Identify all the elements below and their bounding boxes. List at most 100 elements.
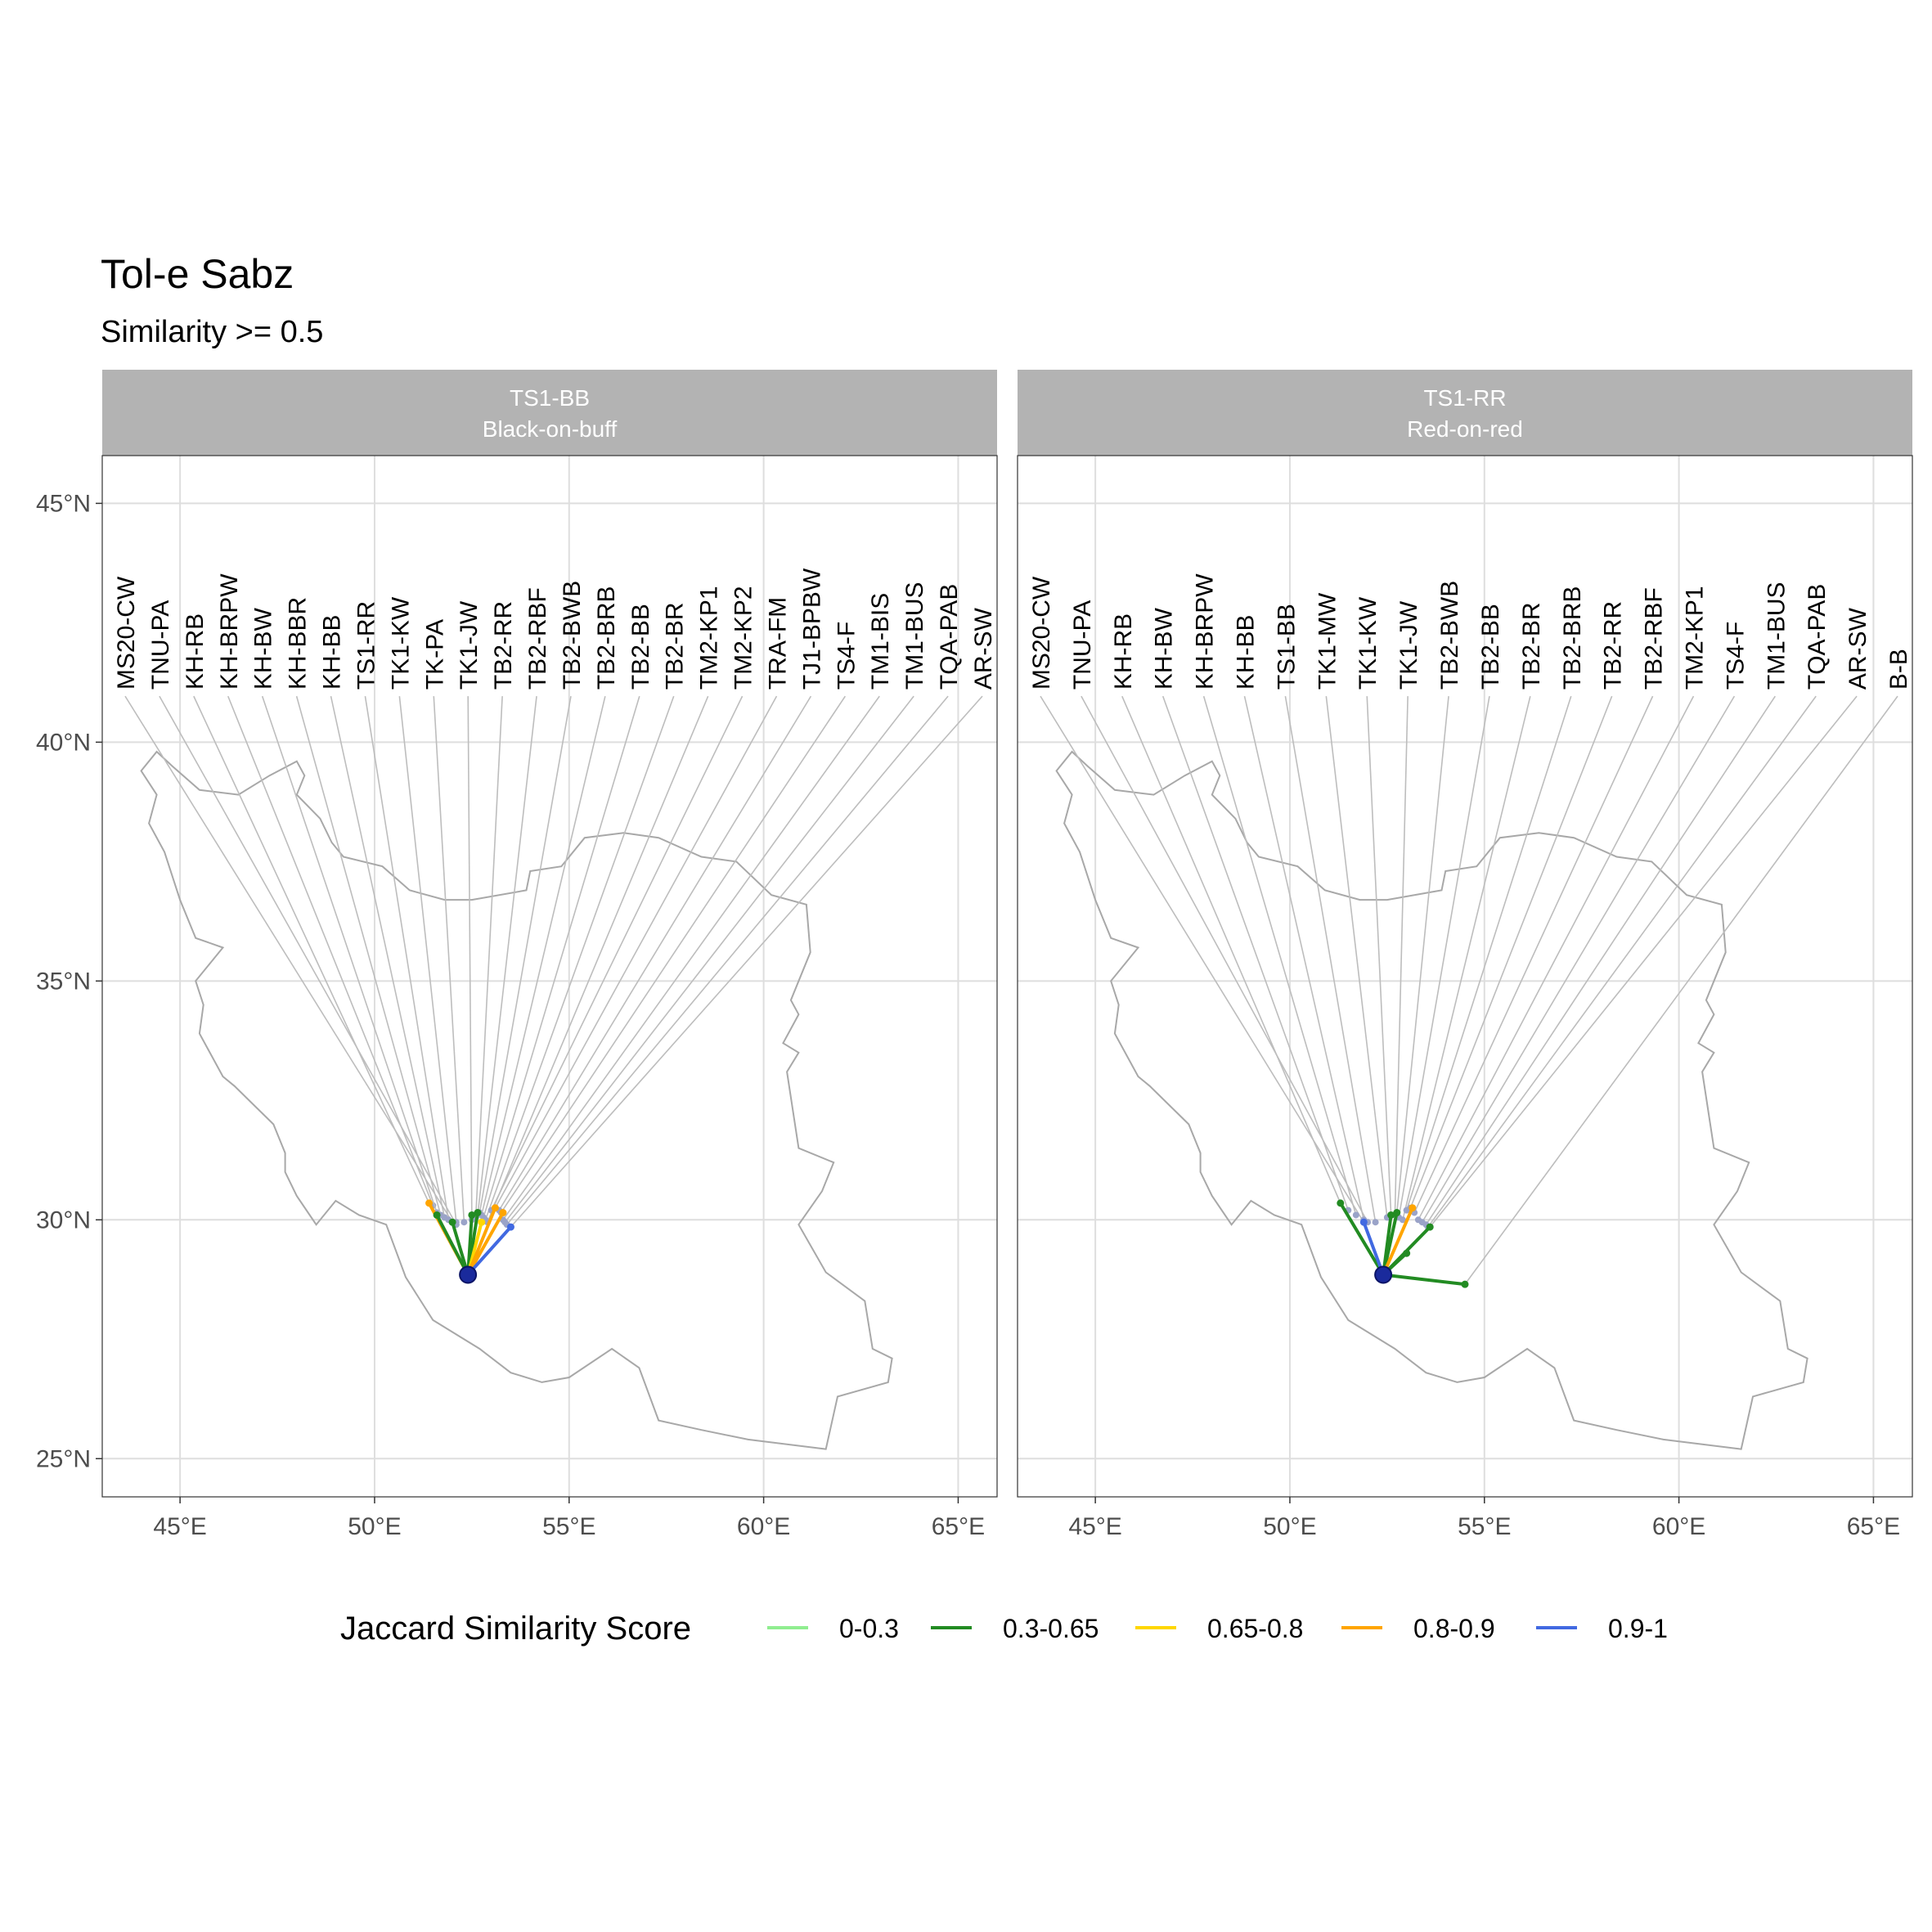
site-label: TK1-KW: [1355, 596, 1382, 690]
leader-line: [1421, 695, 1736, 1223]
leader-line: [1429, 695, 1858, 1228]
site-label: TS1-RR: [353, 601, 380, 690]
leader-line: [1243, 695, 1365, 1220]
facet-strip: [1018, 370, 1912, 456]
leader-line: [1427, 695, 1817, 1228]
leader-line: [500, 695, 846, 1213]
similarity-edge: [466, 1225, 513, 1277]
leader-line: [1425, 695, 1776, 1225]
site-label: TB2-BB: [627, 604, 654, 690]
x-tick-label: 60°E: [1652, 1513, 1705, 1540]
site-label: TJ1-BPBW: [798, 568, 825, 690]
leader-line: [490, 695, 744, 1211]
edge-endpoint: [506, 1223, 514, 1231]
leader-line: [261, 695, 438, 1213]
x-tick-label: 50°E: [348, 1513, 401, 1540]
site-label: TS4-F: [833, 622, 860, 690]
leader-line: [1464, 695, 1898, 1285]
site-label: KH-BBR: [285, 597, 312, 690]
similarity-edge: [1382, 1273, 1467, 1287]
leader-line: [227, 695, 434, 1206]
leader-line: [1081, 695, 1368, 1223]
site-label: B-B: [1885, 649, 1912, 690]
facet-strip-subtitle: Red-on-red: [1407, 416, 1523, 442]
site-label: TM1-BUS: [1763, 582, 1790, 690]
similarity-edge: [1382, 1211, 1399, 1277]
leader-line: [398, 696, 457, 1223]
site-label: AR-SW: [1844, 607, 1871, 690]
similarity-edge: [451, 1220, 470, 1277]
site-point: [1399, 1216, 1406, 1224]
facet-strip-subtitle: Black-on-buff: [483, 416, 618, 442]
leader-line: [1395, 696, 1449, 1213]
edge-endpoint: [1337, 1199, 1345, 1207]
site-label: TB2-RR: [1600, 601, 1627, 690]
leader-line: [506, 695, 949, 1225]
leader-line: [1394, 696, 1409, 1215]
panel-border: [101, 455, 998, 1498]
edge-endpoint: [474, 1209, 482, 1217]
y-tick-label: 45°N: [36, 490, 91, 517]
edge-endpoint: [1461, 1280, 1469, 1288]
site-label: TB2-BWB: [1436, 581, 1463, 690]
site-label: KH-BRPW: [216, 573, 243, 690]
legend-label: 0.8-0.9: [1413, 1614, 1495, 1643]
similarity-edge: [435, 1213, 470, 1277]
site-label: TK1-MW: [1314, 592, 1341, 690]
edge-endpoint: [448, 1218, 456, 1226]
legend-label: 0-0.3: [839, 1614, 899, 1643]
x-tick-label: 55°E: [1458, 1513, 1511, 1540]
site-label: KH-RB: [1110, 613, 1137, 690]
site-label: TK1-JW: [1395, 600, 1422, 690]
y-tick-label: 40°N: [36, 729, 91, 756]
leader-line: [1366, 696, 1392, 1215]
site-label: TQA-PAB: [936, 584, 963, 690]
edge-endpoint: [425, 1199, 434, 1207]
leader-line: [1409, 695, 1613, 1209]
site-label: KH-BRPW: [1192, 573, 1219, 690]
site-label: TRA-FM: [764, 597, 791, 690]
leader-line: [159, 695, 457, 1225]
leader-line: [1284, 695, 1377, 1223]
y-tick-label: 30°N: [36, 1206, 91, 1233]
leader-line: [433, 696, 465, 1223]
source-site-point: [459, 1265, 478, 1284]
site-label: TB2-BR: [662, 602, 689, 690]
site-point: [1372, 1219, 1379, 1226]
site-label: TM2-KP2: [730, 586, 757, 690]
similarity-edge: [1382, 1206, 1414, 1277]
x-tick-label: 55°E: [542, 1513, 595, 1540]
site-label: TK-PA: [421, 619, 448, 690]
x-tick-label: 60°E: [737, 1513, 790, 1540]
site-label: KH-RB: [182, 613, 209, 690]
legend-label: 0.3-0.65: [1003, 1614, 1099, 1643]
leader-line: [1040, 695, 1365, 1223]
edge-endpoint: [468, 1211, 476, 1219]
leader-line: [487, 695, 709, 1223]
leader-line: [480, 695, 606, 1215]
site-label: TK1-KW: [387, 596, 414, 690]
site-label: TB2-BR: [1518, 602, 1545, 690]
facet-strip-title: TS1-RR: [1423, 385, 1506, 411]
site-label: TB2-BWB: [559, 581, 586, 690]
leader-line: [1325, 696, 1388, 1218]
site-label: KH-BW: [1151, 607, 1178, 690]
edge-endpoint: [1403, 1249, 1411, 1257]
site-label: TM1-BUS: [901, 582, 928, 690]
facet-strip-title: TS1-BB: [510, 385, 590, 411]
plot-background: [1018, 456, 1912, 1497]
leader-line: [467, 696, 473, 1220]
edge-endpoint: [1393, 1209, 1401, 1217]
leader-line: [474, 696, 503, 1218]
edge-endpoint: [1359, 1218, 1368, 1226]
panel-border: [1017, 455, 1913, 1498]
x-tick-label: 65°E: [1847, 1513, 1900, 1540]
edge-endpoint: [1426, 1223, 1434, 1231]
site-label: MS20-CW: [113, 576, 140, 690]
country-border: [1055, 750, 1808, 1450]
legend: Jaccard Similarity Score 0-0.3 0.3-0.65 0.6…: [340, 1611, 1668, 1647]
site-label: TNU-PA: [1069, 600, 1096, 690]
site-label: KH-BB: [319, 614, 346, 690]
facet-panel: TS1-BB Black-on-buff MS20-CW TNU-PA KH-RB KH-…: [36, 370, 998, 1540]
legend-label: 0.9-1: [1608, 1614, 1668, 1643]
